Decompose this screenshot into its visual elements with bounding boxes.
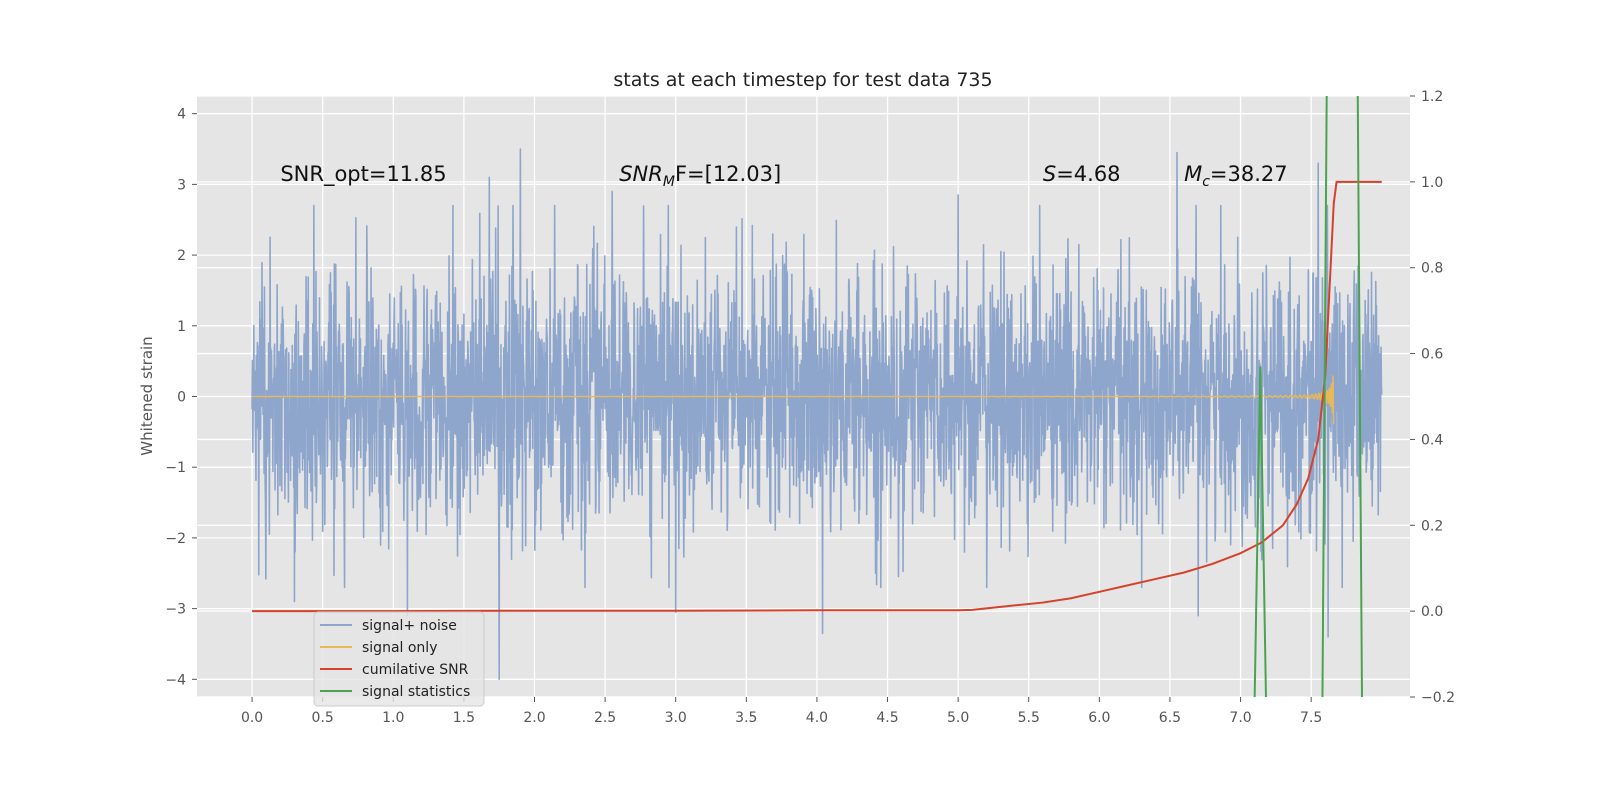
x-tick-label: 1.5 bbox=[453, 710, 475, 726]
series-layer bbox=[251, 96, 1383, 697]
x-tick-label: 0.5 bbox=[312, 710, 334, 726]
annotation-snr-mf: SNRMF=[12.03] bbox=[619, 162, 781, 190]
y-tick-label: −1 bbox=[165, 460, 186, 476]
x-tick-label: 4.5 bbox=[876, 710, 898, 726]
series-signal-statistics bbox=[1356, 96, 1363, 697]
y-axis-label: Whitened strain bbox=[138, 336, 156, 455]
x-tick-label: 6.5 bbox=[1159, 710, 1181, 726]
y2-tick-label: 0.8 bbox=[1421, 261, 1443, 277]
x-tick-label: 2.0 bbox=[523, 710, 545, 726]
x-tick-label: 6.0 bbox=[1088, 710, 1110, 726]
x-tick-label: 1.0 bbox=[382, 710, 404, 726]
annotation-snr-opt: SNR_opt=11.85 bbox=[280, 162, 446, 187]
legend-entry: cumilative SNR bbox=[362, 662, 469, 678]
y-tick-label: 2 bbox=[177, 248, 186, 264]
y-tick-label: 0 bbox=[177, 390, 186, 406]
y-tick-label: −4 bbox=[165, 672, 186, 688]
y-tick-label: −3 bbox=[165, 602, 186, 618]
x-tick-label: 7.5 bbox=[1300, 710, 1322, 726]
series-signal-only bbox=[252, 375, 1335, 425]
y2-tick-label: 0.4 bbox=[1421, 432, 1443, 448]
legend-entry: signal statistics bbox=[362, 684, 470, 700]
x-tick-label: 0.0 bbox=[241, 710, 263, 726]
annotation-chirp-mass: Mc=38.27 bbox=[1184, 162, 1288, 190]
legend-entry: signal only bbox=[362, 640, 437, 656]
y2-tick-label: 0.6 bbox=[1421, 347, 1443, 363]
x-tick-label: 5.5 bbox=[1018, 710, 1040, 726]
y2-tick-label: 0.0 bbox=[1421, 604, 1443, 620]
y2-tick-label: 0.2 bbox=[1421, 518, 1443, 534]
series-signal-statistics bbox=[1321, 96, 1328, 697]
y2-tick-label: 1.0 bbox=[1421, 175, 1443, 191]
tick-labels: 0.0 0.5 1.0 1.5 2.0 2.5 3.0 3.5 4.0 4.5 5.0 5.5 6.0 6… bbox=[165, 89, 1455, 726]
y-tick-label: 1 bbox=[177, 319, 186, 335]
x-tick-label: 3.5 bbox=[735, 710, 757, 726]
legend-entry: signal+ noise bbox=[362, 618, 457, 634]
annotation-s-value: S=4.68 bbox=[1043, 162, 1121, 186]
legend-box bbox=[313, 611, 485, 707]
series-signal-statistics bbox=[1253, 366, 1267, 697]
y2-tick-label: 1.2 bbox=[1421, 89, 1443, 105]
annotations: SNR_opt=11.85 SNRMF=[12.03] S=4.68 Mc=38.27 bbox=[280, 162, 1287, 190]
x-tick-label: 7.0 bbox=[1229, 710, 1251, 726]
x-tick-label: 3.0 bbox=[665, 710, 687, 726]
x-tick-label: 4.0 bbox=[806, 710, 828, 726]
y2-tick-label: −0.2 bbox=[1421, 690, 1455, 706]
legend: signal+ noise signal only cumilative SNR si… bbox=[313, 611, 485, 707]
series-signal-noise bbox=[251, 148, 1383, 681]
y-tick-label: 4 bbox=[177, 107, 186, 123]
y-tick-label: 3 bbox=[177, 177, 186, 193]
x-tick-label: 2.5 bbox=[594, 710, 616, 726]
x-tick-label: 5.0 bbox=[947, 710, 969, 726]
y-tick-label: −2 bbox=[165, 531, 186, 547]
chart-title: stats at each timestep for test data 735 bbox=[613, 69, 992, 91]
